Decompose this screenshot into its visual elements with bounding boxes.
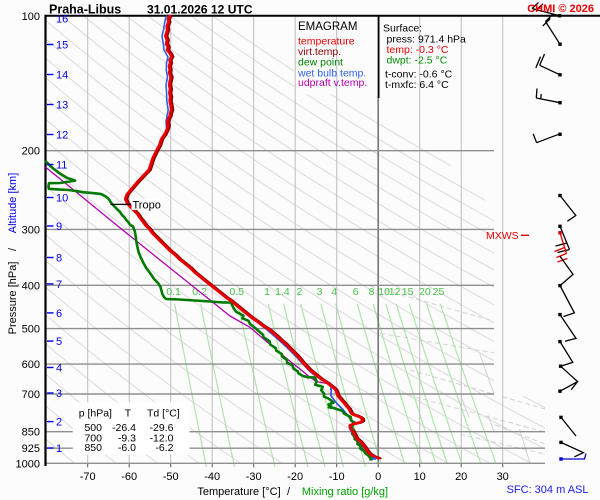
svg-text:25: 25: [433, 286, 445, 298]
svg-text:Pressure [hPa]: Pressure [hPa]: [7, 262, 19, 335]
svg-text:6: 6: [56, 308, 62, 320]
svg-text:16: 16: [56, 14, 68, 26]
svg-text:10: 10: [378, 286, 390, 298]
svg-text:CHMI © 2026: CHMI © 2026: [527, 3, 594, 15]
svg-text:400: 400: [22, 280, 40, 292]
svg-text:8: 8: [56, 253, 62, 265]
svg-text:4: 4: [331, 286, 337, 298]
svg-text:Tropo: Tropo: [133, 200, 161, 212]
svg-text:t-conv: -0.6 °C: t-conv: -0.6 °C: [385, 69, 453, 81]
svg-text:11: 11: [56, 160, 67, 172]
svg-text:7: 7: [56, 279, 62, 291]
svg-text:p [hPa]: p [hPa]: [79, 408, 112, 420]
svg-text:20: 20: [455, 471, 467, 483]
svg-text:/: /: [287, 486, 291, 498]
svg-text:500: 500: [22, 324, 40, 336]
svg-text:-10: -10: [329, 471, 345, 483]
svg-text:1: 1: [56, 443, 62, 455]
svg-text:15: 15: [56, 40, 68, 52]
svg-text:1000: 1000: [16, 458, 40, 470]
svg-text:Temperature [°C]: Temperature [°C]: [197, 486, 280, 498]
svg-text:20: 20: [419, 286, 431, 298]
svg-text:850: 850: [22, 427, 40, 439]
svg-text:temperature: temperature: [298, 35, 355, 47]
svg-text:12: 12: [389, 286, 401, 298]
svg-text:500: 500: [84, 422, 102, 434]
svg-text:30: 30: [497, 471, 509, 483]
svg-text:Td [°C]: Td [°C]: [147, 408, 180, 420]
svg-text:-6.2: -6.2: [155, 442, 173, 454]
svg-text:1.4: 1.4: [275, 286, 290, 298]
svg-text:udpraft v.temp.: udpraft v.temp.: [298, 77, 367, 89]
svg-text:MXWS: MXWS: [486, 230, 519, 242]
svg-text:9: 9: [56, 221, 62, 233]
svg-text:700: 700: [22, 389, 40, 401]
svg-text:10: 10: [56, 193, 68, 205]
svg-text:dwpt: -2.5 °C: dwpt: -2.5 °C: [387, 55, 448, 67]
svg-text:200: 200: [22, 146, 40, 158]
svg-text:/: /: [7, 247, 19, 251]
svg-text:wet bulb temp.: wet bulb temp.: [297, 67, 366, 79]
svg-text:EMAGRAM: EMAGRAM: [298, 21, 357, 33]
svg-text:-20: -20: [287, 471, 303, 483]
svg-text:8: 8: [369, 286, 375, 298]
svg-text:600: 600: [22, 359, 40, 371]
svg-text:4: 4: [56, 363, 62, 375]
svg-text:-29.6: -29.6: [150, 422, 174, 434]
svg-text:3: 3: [56, 388, 62, 400]
svg-text:2: 2: [56, 417, 62, 429]
svg-text:0: 0: [375, 471, 381, 483]
svg-text:SFC: 304 m ASL: SFC: 304 m ASL: [507, 484, 589, 496]
svg-text:13: 13: [56, 100, 68, 112]
svg-text:5: 5: [56, 336, 62, 348]
svg-text:1: 1: [264, 286, 270, 298]
svg-text:-60: -60: [121, 471, 137, 483]
svg-text:Praha-Libus: Praha-Libus: [49, 3, 121, 17]
svg-text:-6.0: -6.0: [118, 442, 136, 454]
svg-text:0.5: 0.5: [229, 286, 244, 298]
svg-text:31.01.2026 12 UTC: 31.01.2026 12 UTC: [147, 3, 253, 17]
svg-text:virt.temp.: virt.temp.: [298, 46, 341, 58]
svg-text:-9.3: -9.3: [118, 432, 136, 444]
svg-text:temp: -0.3 °C: temp: -0.3 °C: [387, 44, 449, 56]
svg-text:2: 2: [296, 286, 302, 298]
svg-text:6: 6: [353, 286, 359, 298]
svg-text:14: 14: [56, 70, 68, 82]
svg-text:12: 12: [56, 130, 68, 142]
svg-text:-30: -30: [246, 471, 262, 483]
svg-text:dew point: dew point: [298, 57, 343, 69]
svg-text:Surface:: Surface:: [383, 23, 422, 35]
svg-text:-40: -40: [204, 471, 220, 483]
svg-text:3: 3: [317, 286, 323, 298]
svg-text:Mixing ratio [g/kg]: Mixing ratio [g/kg]: [302, 486, 388, 498]
svg-text:10: 10: [414, 471, 426, 483]
svg-text:850: 850: [84, 442, 102, 454]
svg-text:15: 15: [402, 286, 414, 298]
svg-text:700: 700: [84, 432, 102, 444]
svg-text:press: 971.4 hPa: press: 971.4 hPa: [387, 34, 467, 46]
svg-text:925: 925: [22, 443, 40, 455]
svg-text:T: T: [125, 408, 132, 420]
svg-text:-26.4: -26.4: [112, 422, 136, 434]
svg-text:0.1: 0.1: [166, 286, 181, 298]
svg-text:Altitude [km]: Altitude [km]: [7, 173, 19, 234]
svg-text:300: 300: [22, 224, 40, 236]
svg-text:-12.0: -12.0: [150, 432, 174, 444]
svg-text:100: 100: [22, 11, 40, 23]
svg-text:-70: -70: [80, 471, 96, 483]
svg-text:t-mxfc: 6.4 °C: t-mxfc: 6.4 °C: [385, 79, 449, 91]
svg-text:-50: -50: [163, 471, 179, 483]
